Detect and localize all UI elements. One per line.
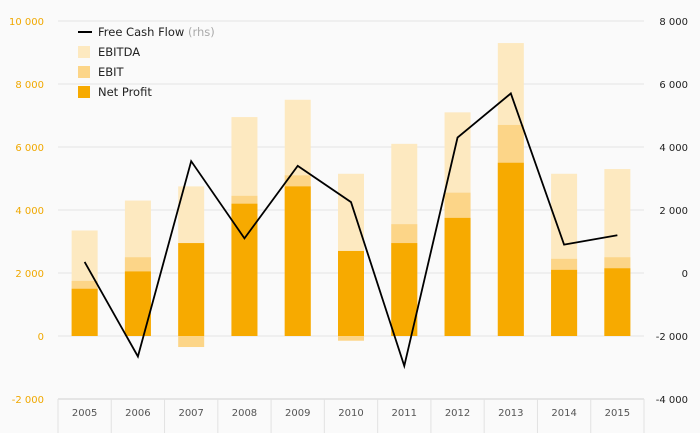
left-tick-label: 10 000 [9, 17, 44, 28]
legend-label-net-profit: Net Profit [98, 85, 152, 99]
x-tick-label: 2013 [498, 408, 523, 419]
x-tick-label: 2007 [178, 408, 203, 419]
bar-net-profit-2013 [497, 162, 524, 336]
x-tick-label: 2009 [285, 408, 310, 419]
left-y-axis: -2 000 0 2 000 4 000 6 000 8 000 10 000 [9, 17, 44, 406]
bars [71, 43, 631, 348]
bar-net-profit-2008 [231, 203, 258, 336]
left-tick-label: 4 000 [15, 206, 44, 217]
legend-item-free-cash-flow: Free Cash Flow (rhs) [78, 25, 215, 39]
legend-rhs-note: (rhs) [188, 25, 215, 39]
bar-net-profit-2005 [71, 288, 98, 336]
x-tick-label: 2006 [125, 408, 150, 419]
right-tick-label: 2 000 [659, 206, 688, 217]
x-tick-label: 2015 [605, 408, 630, 419]
left-tick-label: -2 000 [12, 395, 44, 406]
x-tick-label: 2010 [338, 408, 363, 419]
x-axis: 2005 2006 2007 2008 2009 2010 2011 2012 2013 2014… [57, 398, 645, 433]
x-tick-label: 2005 [72, 408, 97, 419]
right-tick-label: 4 000 [659, 143, 688, 154]
legend-item-ebitda: EBITDA [78, 45, 140, 59]
right-tick-label: 8 000 [659, 17, 688, 28]
left-tick-label: 6 000 [15, 143, 44, 154]
right-tick-label: 0 [682, 269, 688, 280]
right-tick-label: 6 000 [659, 80, 688, 91]
right-y-axis: -4 000 -2 000 0 2 000 4 000 6 000 8 000 [656, 17, 688, 406]
x-tick-label: 2008 [232, 408, 257, 419]
x-tick-label: 2012 [445, 408, 470, 419]
left-tick-label: 2 000 [15, 269, 44, 280]
bar-net-profit-2011 [391, 243, 418, 336]
bar-net-profit-2010 [338, 250, 364, 336]
legend-label-ebitda: EBITDA [98, 45, 140, 59]
x-tick-label: 2014 [551, 408, 576, 419]
bar-net-profit-2012 [444, 217, 471, 336]
right-tick-label: -4 000 [656, 395, 688, 406]
legend-item-net-profit: Net Profit [78, 85, 152, 99]
bar-net-profit-2015 [604, 268, 631, 336]
left-tick-label: 8 000 [15, 80, 44, 91]
bar-net-profit-2007 [178, 243, 205, 336]
legend-swatch-ebit [78, 66, 90, 78]
bar-ebit-2010 [338, 336, 364, 341]
right-tick-label: -2 000 [656, 332, 688, 343]
legend: Free Cash Flow (rhs) EBITDA EBIT Net Profit [78, 25, 215, 99]
left-tick-label: 0 [38, 332, 44, 343]
bar-net-profit-2014 [551, 269, 578, 336]
bar-net-profit-2009 [284, 186, 311, 336]
legend-label-ebit: EBIT [98, 65, 125, 79]
x-tick-label: 2011 [392, 408, 417, 419]
free-cash-flow-line [83, 91, 618, 370]
legend-item-ebit: EBIT [78, 65, 125, 79]
bar-ebit-2007 [178, 336, 205, 348]
legend-swatch-net-profit [78, 86, 90, 98]
legend-swatch-ebitda [78, 46, 90, 58]
legend-label-free-cash-flow: Free Cash Flow (rhs) [98, 25, 215, 39]
